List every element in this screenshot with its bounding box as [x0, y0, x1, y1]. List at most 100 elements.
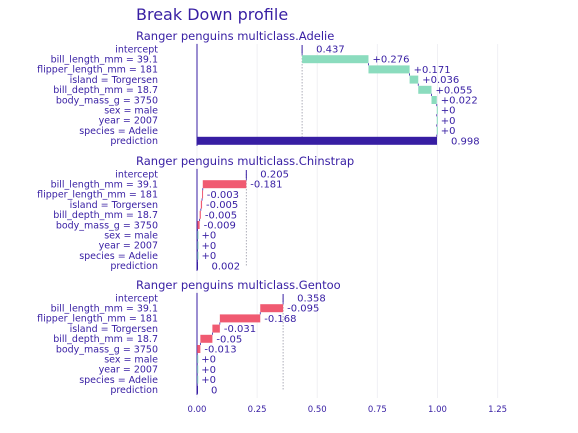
contribution-bar	[202, 190, 204, 199]
contribution-bar	[436, 126, 438, 135]
value-label: +0	[201, 231, 216, 242]
value-label: +0	[201, 241, 216, 252]
contribution-bar	[199, 210, 201, 219]
value-label: 0	[211, 385, 217, 396]
variable-label: sex = male	[104, 231, 158, 242]
variable-label: prediction	[110, 385, 158, 396]
contribution-bar	[197, 221, 200, 229]
x-tick-label: 0.25	[248, 405, 267, 415]
x-tick-label: 1.25	[488, 405, 507, 415]
variable-label: bill_depth_mm = 18.7	[53, 334, 158, 345]
panels: Ranger penguins multiclass.Adelieinterce…	[37, 29, 480, 396]
panel-title: Ranger penguins multiclass.Chinstrap	[136, 154, 354, 168]
contribution-bar	[197, 355, 199, 364]
variable-label: prediction	[110, 261, 158, 272]
contribution-bar	[200, 200, 203, 209]
panel-1: Ranger penguins multiclass.Adelieinterce…	[37, 29, 480, 147]
value-label: +0	[201, 355, 216, 366]
variable-label: island = Torgersen	[70, 200, 158, 211]
contribution-bar	[436, 106, 438, 115]
variable-label: flipper_length_mm = 181	[37, 190, 158, 201]
value-label: +0.036	[422, 75, 459, 86]
value-label: +0	[201, 375, 216, 386]
value-label: -0.095	[287, 304, 319, 315]
contribution-bar	[436, 116, 438, 125]
value-label: -0.031	[224, 324, 256, 335]
x-axis: 0.00 0.25 0.50 0.75 1.00 1.25	[188, 405, 508, 415]
variable-label: bill_depth_mm = 18.7	[53, 85, 158, 96]
contribution-bar	[197, 345, 201, 353]
variable-label: bill_length_mm = 39.1	[51, 304, 158, 315]
variable-label: year = 2007	[99, 365, 158, 376]
x-tick-label: 1.00	[428, 405, 447, 415]
value-label: +0.055	[435, 85, 472, 96]
variable-label: body_mass_g = 3750	[56, 220, 158, 231]
contribution-bar	[197, 231, 199, 240]
value-label: +0.022	[441, 96, 478, 107]
panel-title: Ranger penguins multiclass.Gentoo	[136, 278, 341, 292]
x-tick-label: 0.75	[368, 405, 387, 415]
variable-label: intercept	[115, 169, 158, 180]
contribution-bar	[197, 365, 199, 374]
value-label: -0.181	[250, 180, 282, 191]
contribution-bar	[197, 241, 199, 250]
value-label: -0.005	[205, 210, 237, 221]
contribution-bar	[260, 304, 284, 313]
contribution-bar	[200, 334, 213, 343]
value-label: +0	[441, 116, 456, 127]
contribution-bar	[219, 314, 261, 323]
variable-label: body_mass_g = 3750	[56, 95, 158, 106]
value-label: -0.009	[204, 221, 236, 232]
value-label: 0.437	[316, 45, 345, 56]
value-label: -0.05	[216, 334, 242, 345]
variable-label: flipper_length_mm = 181	[37, 65, 158, 76]
value-label: +0.276	[372, 55, 409, 66]
value-label: +0.171	[414, 65, 451, 76]
contribution-bar	[409, 75, 419, 84]
variable-label: island = Torgersen	[70, 324, 158, 335]
contribution-bar	[302, 55, 369, 64]
contribution-bar	[212, 324, 220, 333]
contribution-bar	[431, 96, 437, 104]
variable-label: intercept	[115, 44, 158, 55]
contribution-bar	[368, 65, 410, 74]
chart-title: Break Down profile	[136, 5, 288, 24]
variable-label: flipper_length_mm = 181	[37, 314, 158, 325]
x-tick-label: 0.00	[188, 405, 207, 415]
variable-label: sex = male	[104, 106, 158, 117]
value-label: -0.005	[206, 200, 238, 211]
panel-3: Ranger penguins multiclass.Gentoointerce…	[37, 278, 341, 396]
value-label: 0.205	[260, 170, 289, 181]
value-label: +0	[441, 106, 456, 117]
variable-label: bill_length_mm = 39.1	[51, 55, 158, 66]
value-label: -0.003	[207, 190, 239, 201]
variable-label: prediction	[110, 136, 158, 147]
variable-label: body_mass_g = 3750	[56, 344, 158, 355]
value-label: +0	[201, 251, 216, 262]
value-label: +0	[441, 126, 456, 137]
contribution-bar	[197, 136, 438, 145]
panel-title: Ranger penguins multiclass.Adelie	[136, 29, 334, 43]
value-label: -0.168	[264, 314, 296, 325]
variable-label: species = Adelie	[79, 126, 158, 137]
contribution-bar	[197, 375, 199, 384]
contribution-bar	[418, 85, 432, 94]
variable-label: year = 2007	[99, 116, 158, 127]
value-label: 0.002	[211, 261, 240, 272]
value-label: 0.358	[297, 294, 326, 305]
variable-label: bill_length_mm = 39.1	[51, 180, 158, 191]
value-label: +0	[201, 365, 216, 376]
variable-label: species = Adelie	[79, 375, 158, 386]
variable-label: bill_depth_mm = 18.7	[53, 210, 158, 221]
contribution-bar	[197, 385, 198, 394]
variable-label: island = Torgersen	[70, 75, 158, 86]
variable-label: sex = male	[104, 355, 158, 366]
panel-2: Ranger penguins multiclass.Chinstrapinte…	[37, 154, 354, 272]
variable-label: year = 2007	[99, 241, 158, 252]
value-label: 0.998	[451, 136, 480, 147]
contribution-bar	[197, 261, 198, 270]
variable-label: intercept	[115, 293, 158, 304]
value-label: -0.013	[204, 345, 236, 356]
variable-label: species = Adelie	[79, 251, 158, 262]
